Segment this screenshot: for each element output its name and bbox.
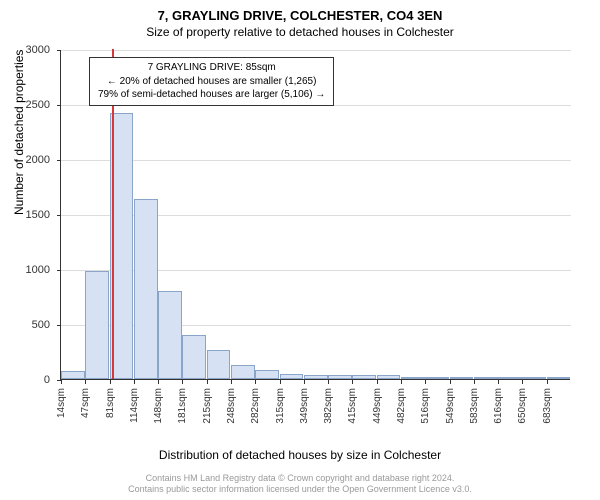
xtick-mark bbox=[474, 380, 475, 384]
xtick-mark bbox=[231, 380, 232, 384]
histogram-bar bbox=[352, 375, 376, 379]
xtick-mark bbox=[61, 380, 62, 384]
xtick-label: 14sqm bbox=[56, 388, 67, 418]
xtick-mark bbox=[328, 380, 329, 384]
info-line-1: 7 GRAYLING DRIVE: 85sqm bbox=[98, 61, 325, 75]
ytick-label: 2500 bbox=[0, 99, 50, 111]
xtick-label: 415sqm bbox=[347, 388, 358, 424]
title-main: 7, GRAYLING DRIVE, COLCHESTER, CO4 3EN bbox=[0, 0, 600, 23]
xtick-mark bbox=[85, 380, 86, 384]
histogram-bar bbox=[450, 377, 474, 379]
ytick-label: 1500 bbox=[0, 209, 50, 221]
xtick-label: 449sqm bbox=[372, 388, 383, 424]
histogram-bar bbox=[85, 271, 109, 379]
xtick-mark bbox=[304, 380, 305, 384]
xtick-label: 47sqm bbox=[80, 388, 91, 418]
xtick-label: 81sqm bbox=[105, 388, 116, 418]
y-axis-label: Number of detached properties bbox=[12, 50, 26, 215]
gridline bbox=[61, 160, 571, 161]
xtick-mark bbox=[377, 380, 378, 384]
xtick-mark bbox=[547, 380, 548, 384]
histogram-bar bbox=[304, 375, 328, 379]
xtick-mark bbox=[522, 380, 523, 384]
footer-attribution: Contains HM Land Registry data © Crown c… bbox=[0, 473, 600, 496]
gridline bbox=[61, 50, 571, 51]
xtick-label: 282sqm bbox=[250, 388, 261, 424]
xtick-mark bbox=[498, 380, 499, 384]
xtick-mark bbox=[352, 380, 353, 384]
xtick-label: 248sqm bbox=[226, 388, 237, 424]
histogram-bar bbox=[231, 365, 255, 379]
xtick-label: 349sqm bbox=[299, 388, 310, 424]
histogram-bar bbox=[280, 374, 304, 380]
footer-line-2: Contains public sector information licen… bbox=[0, 484, 600, 496]
xtick-label: 616sqm bbox=[493, 388, 504, 424]
histogram-bar bbox=[522, 377, 546, 379]
histogram-bar bbox=[207, 350, 231, 379]
histogram-bar bbox=[134, 199, 158, 379]
ytick-mark bbox=[57, 215, 61, 216]
ytick-label: 3000 bbox=[0, 44, 50, 56]
xtick-label: 549sqm bbox=[445, 388, 456, 424]
xtick-mark bbox=[207, 380, 208, 384]
xtick-label: 683sqm bbox=[542, 388, 553, 424]
histogram-bar bbox=[401, 377, 425, 379]
ytick-mark bbox=[57, 105, 61, 106]
ytick-mark bbox=[57, 160, 61, 161]
ytick-label: 500 bbox=[0, 319, 50, 331]
xtick-label: 114sqm bbox=[129, 388, 140, 423]
xtick-label: 650sqm bbox=[517, 388, 528, 424]
xtick-label: 382sqm bbox=[323, 388, 334, 424]
histogram-bar bbox=[377, 375, 401, 379]
xtick-mark bbox=[401, 380, 402, 384]
xtick-label: 583sqm bbox=[469, 388, 480, 424]
histogram-bar bbox=[158, 291, 182, 379]
xtick-mark bbox=[158, 380, 159, 384]
ytick-label: 0 bbox=[0, 374, 50, 386]
histogram-bar bbox=[328, 375, 352, 379]
xtick-mark bbox=[255, 380, 256, 384]
xtick-mark bbox=[280, 380, 281, 384]
footer-line-1: Contains HM Land Registry data © Crown c… bbox=[0, 473, 600, 485]
histogram-bar bbox=[547, 377, 571, 379]
ytick-label: 2000 bbox=[0, 154, 50, 166]
ytick-mark bbox=[57, 325, 61, 326]
info-line-2: ← 20% of detached houses are smaller (1,… bbox=[98, 75, 325, 89]
xtick-mark bbox=[134, 380, 135, 384]
histogram-bar bbox=[498, 377, 522, 379]
x-axis-label: Distribution of detached houses by size … bbox=[0, 448, 600, 462]
xtick-label: 482sqm bbox=[396, 388, 407, 424]
histogram-bar bbox=[182, 335, 206, 379]
histogram-bar bbox=[255, 370, 279, 379]
xtick-label: 148sqm bbox=[153, 388, 164, 424]
xtick-label: 516sqm bbox=[420, 388, 431, 424]
info-box: 7 GRAYLING DRIVE: 85sqm ← 20% of detache… bbox=[89, 57, 334, 106]
xtick-mark bbox=[110, 380, 111, 384]
xtick-mark bbox=[182, 380, 183, 384]
ytick-mark bbox=[57, 270, 61, 271]
xtick-label: 181sqm bbox=[177, 388, 188, 424]
histogram-bar bbox=[61, 371, 85, 379]
ytick-label: 1000 bbox=[0, 264, 50, 276]
histogram-bar bbox=[474, 377, 498, 379]
ytick-mark bbox=[57, 50, 61, 51]
info-line-3: 79% of semi-detached houses are larger (… bbox=[98, 88, 325, 102]
title-sub: Size of property relative to detached ho… bbox=[0, 23, 600, 39]
xtick-label: 315sqm bbox=[275, 388, 286, 424]
xtick-mark bbox=[425, 380, 426, 384]
xtick-label: 215sqm bbox=[202, 388, 213, 424]
histogram-bar bbox=[425, 377, 449, 379]
xtick-mark bbox=[450, 380, 451, 384]
